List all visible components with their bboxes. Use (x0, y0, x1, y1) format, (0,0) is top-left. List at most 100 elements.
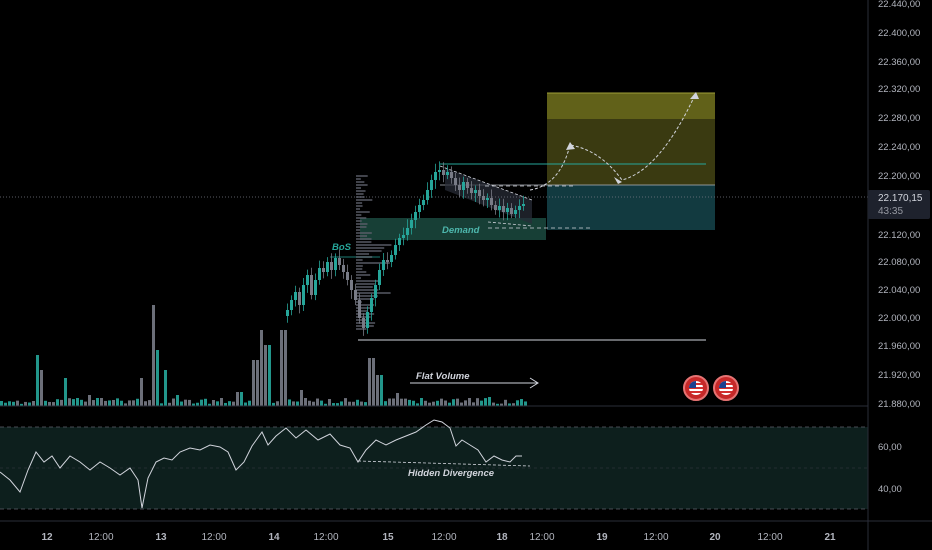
volume-bar (248, 400, 251, 406)
volume-bar (188, 399, 191, 406)
volume-bar (20, 403, 23, 406)
candle-body (402, 235, 405, 238)
volume-bar (272, 402, 275, 406)
volume-bar (404, 398, 407, 406)
volume-bar (136, 398, 139, 406)
volume-bar (52, 402, 55, 406)
volume-bar (384, 401, 387, 406)
candle-body (490, 198, 493, 205)
volume-bar (152, 305, 155, 406)
volume-profile-bar (356, 253, 370, 255)
volume-bar (452, 399, 455, 406)
volume-bar (88, 395, 91, 406)
time-tick-label: 12:00 (431, 532, 456, 543)
candle-body (382, 260, 385, 270)
time-tick-label: 12:00 (757, 532, 782, 543)
volume-bar (280, 330, 283, 406)
candle-body (434, 172, 437, 180)
target-zone[interactable] (547, 119, 715, 185)
volume-profile-bar (356, 232, 372, 234)
volume-bar (360, 401, 363, 406)
volume-bar (100, 398, 103, 406)
time-tick-label: 14 (268, 532, 280, 543)
volume-profile-bar (356, 190, 366, 192)
time-tick-label: 12:00 (88, 532, 113, 543)
price-tick-label: 21.960,00 (878, 341, 920, 352)
rsi-tick-label: 60,00 (878, 442, 902, 453)
candle-body (442, 170, 445, 175)
candle-body (506, 208, 509, 212)
divergence-line (357, 460, 531, 467)
candle-body (298, 292, 301, 305)
candle-body (430, 180, 433, 190)
volume-bar (288, 399, 291, 406)
candle-body (366, 312, 369, 328)
volume-bar (84, 401, 87, 406)
volume-bar (436, 400, 439, 406)
volume-bar (180, 401, 183, 406)
volume-bar (312, 401, 315, 406)
candle-body (310, 275, 313, 295)
volume-profile-bar (356, 298, 375, 300)
volume-bar (484, 398, 487, 406)
flag-channel (445, 168, 532, 224)
volume-bar (472, 402, 475, 406)
volume-bar (524, 401, 527, 406)
candle-body (454, 178, 457, 185)
volume-bar (408, 399, 411, 406)
countdown-value: 43:35 (878, 206, 904, 217)
volume-bar (68, 398, 71, 406)
volume-bar (516, 400, 519, 406)
volume-bar (228, 401, 231, 406)
candle-body (290, 300, 293, 310)
volume-bar (44, 400, 47, 406)
price-tick-label: 22.280,00 (878, 113, 920, 124)
time-tick-label: 18 (496, 532, 508, 543)
volume-bar (508, 403, 511, 406)
volume-profile-bar (356, 319, 368, 321)
price-tick-label: 22.240,00 (878, 142, 920, 153)
target-zone-upper[interactable] (547, 93, 715, 119)
price-tick-label: 22.400,00 (878, 28, 920, 39)
volume-bar (156, 350, 159, 406)
time-tick-label: 19 (596, 532, 608, 543)
volume-profile-bar (356, 277, 361, 279)
volume-bar (372, 358, 375, 406)
candle-body (314, 280, 317, 295)
volume-bar (8, 401, 11, 406)
volume-bar (264, 345, 267, 406)
volume-bar (460, 402, 463, 406)
candle-body (474, 190, 477, 193)
stop-zone[interactable] (547, 185, 715, 230)
volume-profile-bar (356, 304, 375, 306)
candle-body (374, 285, 377, 298)
volume-bar (48, 401, 51, 406)
volume-bar (196, 402, 199, 406)
volume-profile-bar (356, 178, 361, 180)
volume-bar (172, 398, 175, 406)
volume-profile-bar (356, 280, 381, 282)
volume-bar (520, 399, 523, 406)
us-flag-icon[interactable] (683, 375, 709, 401)
candle-body (362, 318, 365, 328)
volume-profile (356, 175, 392, 330)
volume-bar (292, 401, 295, 406)
volume-profile-bar (356, 271, 367, 273)
volume-bar (512, 403, 515, 406)
volume-profile-bar (356, 199, 373, 201)
candlesticks (286, 161, 525, 336)
candle-body (522, 204, 525, 206)
volume-bar (500, 403, 503, 406)
volume-profile-bar (356, 208, 361, 210)
candle-body (286, 310, 289, 316)
volume-profile-bar (356, 193, 364, 195)
time-tick-label: 13 (155, 532, 167, 543)
rsi-tick-label: 40,00 (878, 484, 902, 495)
volume-bar (336, 403, 339, 406)
us-flag-icon[interactable] (713, 375, 739, 401)
volume-bar (504, 399, 507, 406)
volume-bar (260, 330, 263, 406)
candle-body (458, 185, 461, 190)
flat-volume-label: Flat Volume (416, 371, 470, 382)
